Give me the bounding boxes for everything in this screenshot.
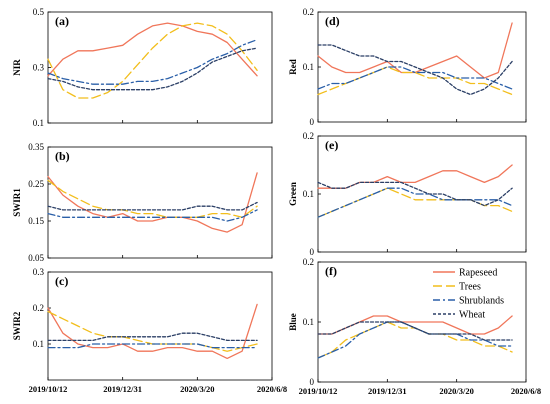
panel-c: 0.1 0.2 0.3 SWIR2 (c) bbox=[12, 267, 273, 381]
y-tick-label: 0.1 bbox=[303, 317, 314, 327]
legend-label-trees: Trees bbox=[459, 282, 481, 293]
x-tick-label: 2019/12/31 bbox=[368, 386, 407, 396]
series-line-rapeseed bbox=[47, 22, 258, 77]
y-tick-label: 0.5 bbox=[33, 7, 45, 17]
x-tick-label: 2019/10/12 bbox=[299, 386, 338, 396]
y-tick-label: 0.35 bbox=[28, 142, 44, 152]
y-axis-label: Blue bbox=[288, 313, 298, 331]
series-line-wheat bbox=[317, 44, 513, 96]
series-line-rapeseed bbox=[47, 172, 258, 233]
panel-label: (e) bbox=[325, 138, 338, 152]
y-tick-label: 0 bbox=[310, 377, 315, 387]
y-tick-label: 0 bbox=[310, 117, 315, 127]
y-tick-label: 0.2 bbox=[33, 303, 44, 313]
series-line-shrublands bbox=[317, 66, 513, 90]
y-tick-label: 0.2 bbox=[303, 257, 314, 267]
y-tick-label: 0.15 bbox=[28, 216, 44, 226]
panel-d: 0 0.1 0.2 Red (d) bbox=[288, 7, 527, 127]
y-tick-label: 0.2 bbox=[303, 131, 314, 141]
x-tick-label: 2020/3/20 bbox=[180, 384, 214, 394]
panel-label: (f) bbox=[325, 264, 337, 278]
panel-label: (a) bbox=[55, 14, 69, 28]
y-axis-label: Green bbox=[288, 182, 298, 206]
legend-label-shrublands: Shrublands bbox=[459, 296, 504, 307]
y-tick-label: 0.2 bbox=[303, 7, 314, 17]
plot-frame bbox=[47, 11, 273, 124]
legend-label-rapeseed: Rapeseed bbox=[459, 268, 497, 279]
y-tick-label: 0.1 bbox=[303, 189, 314, 199]
y-tick-label: 0.1 bbox=[33, 118, 44, 128]
series-line-trees bbox=[47, 22, 258, 99]
panel-b: 0.05 0.15 0.25 0.35 SWIR1 (b) bbox=[12, 142, 273, 263]
x-tick-label: 2020/6/8 bbox=[257, 384, 287, 394]
x-tick-label: 2019/12/31 bbox=[103, 384, 142, 394]
y-axis-label: Red bbox=[288, 59, 298, 75]
legend: Rapeseed Trees Shrublands Wheat bbox=[433, 268, 504, 321]
panel-f: 0 0.1 0.2 Blue (f) bbox=[288, 257, 527, 387]
series-line-shrublands bbox=[47, 39, 258, 85]
plot-frame bbox=[47, 146, 273, 259]
y-tick-label: 0.25 bbox=[28, 179, 44, 189]
plot-frame bbox=[317, 11, 527, 123]
y-axis-label: NIR bbox=[12, 59, 22, 76]
series-line-wheat bbox=[317, 181, 513, 207]
series-line-wheat bbox=[317, 321, 513, 341]
y-tick-label: 0 bbox=[310, 247, 315, 257]
series-line-rapeseed bbox=[47, 303, 258, 360]
series-line-shrublands bbox=[317, 187, 513, 218]
series-line-wheat bbox=[47, 332, 258, 342]
plot-frame bbox=[47, 271, 273, 381]
y-tick-label: 0.3 bbox=[33, 63, 45, 73]
x-tick-label: 2020/3/20 bbox=[439, 386, 473, 396]
y-tick-label: 0.3 bbox=[33, 267, 45, 277]
y-tick-label: 0.1 bbox=[303, 62, 314, 72]
x-tick-label: 2020/6/8 bbox=[511, 386, 541, 396]
panel-label: (c) bbox=[55, 274, 68, 288]
series-line-rapeseed bbox=[317, 315, 513, 335]
panel-label: (b) bbox=[55, 149, 70, 163]
series-line-wheat bbox=[47, 201, 258, 211]
y-axis-label: SWIR2 bbox=[12, 311, 22, 340]
series-line-shrublands bbox=[47, 209, 258, 222]
x-tick-label: 2019/10/12 bbox=[29, 384, 68, 394]
y-axis-label: SWIR1 bbox=[12, 188, 22, 217]
series-line-rapeseed bbox=[317, 164, 513, 189]
y-tick-label: 0.05 bbox=[28, 253, 44, 263]
series-line-trees bbox=[317, 187, 513, 218]
series-line-trees bbox=[47, 179, 258, 218]
legend-label-wheat: Wheat bbox=[459, 310, 485, 321]
series-line-trees bbox=[47, 310, 258, 352]
panel-a: 0.1 0.3 0.5 NIR (a) bbox=[12, 7, 273, 128]
y-tick-label: 0.1 bbox=[33, 339, 44, 349]
series-line-wheat bbox=[47, 47, 258, 91]
panel-label: (d) bbox=[325, 14, 340, 28]
panel-e: 0 0.1 0.2 Green (e) bbox=[288, 131, 527, 257]
series-line-shrublands bbox=[47, 343, 258, 349]
series-line-trees bbox=[317, 66, 513, 96]
